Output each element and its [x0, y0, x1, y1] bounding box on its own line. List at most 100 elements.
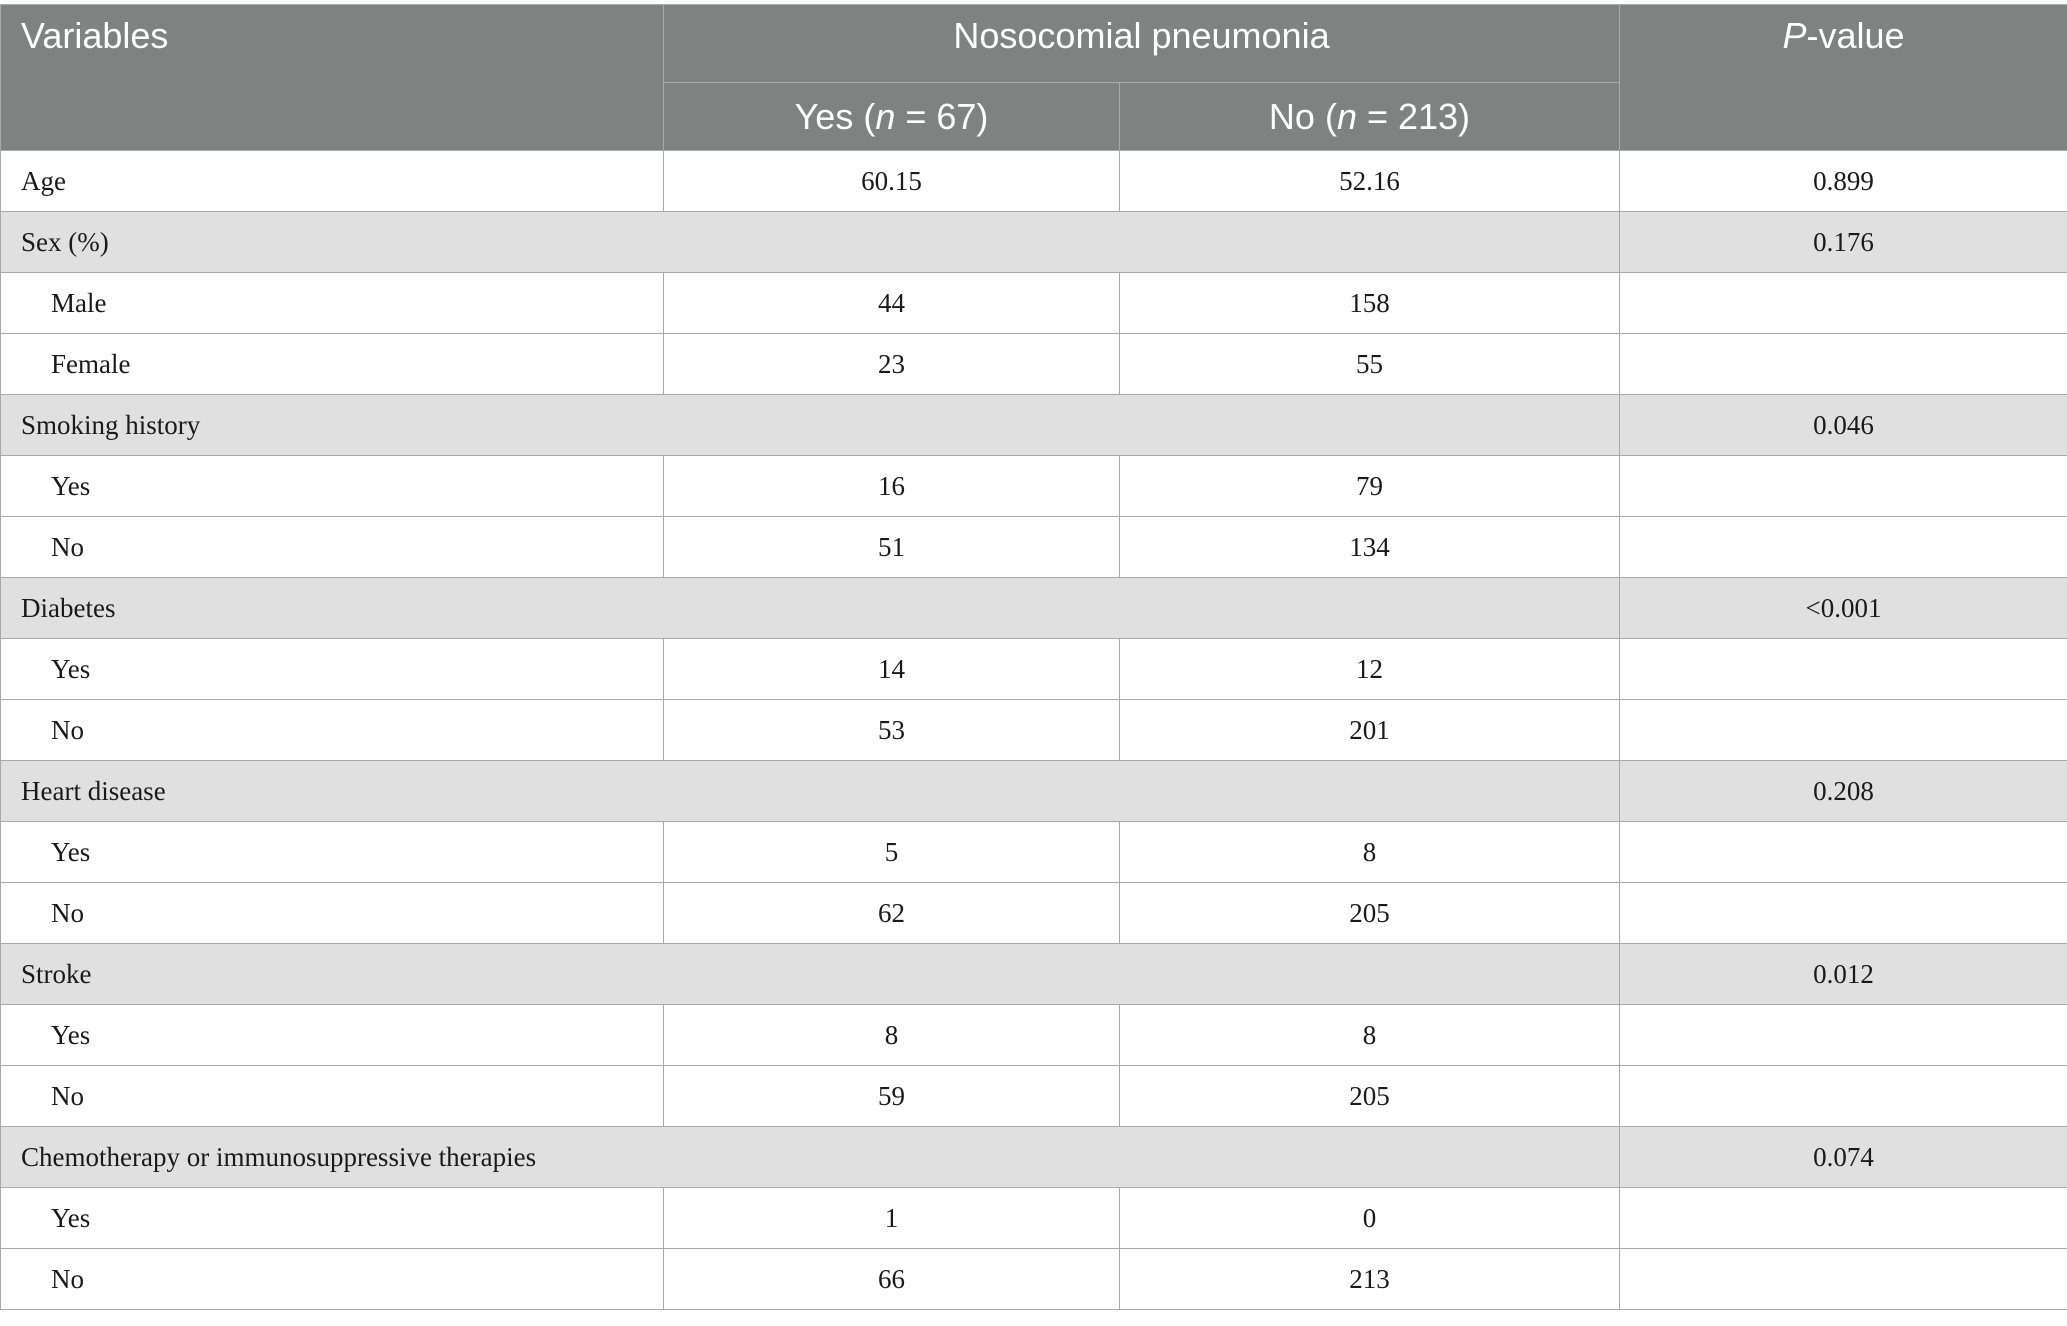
no-value: 79 — [1119, 455, 1620, 517]
p-value: <0.001 — [1619, 577, 2067, 639]
p-value-header-rest: -value — [1806, 15, 1905, 56]
no-header-suffix: = 213) — [1356, 95, 1471, 137]
no-value: 213 — [1119, 1248, 1620, 1310]
yes-value: 8 — [663, 1004, 1120, 1066]
no-value: 8 — [1119, 821, 1620, 883]
no-value: 52.16 — [1119, 150, 1620, 212]
row-label: Male — [0, 272, 664, 334]
p-value — [1619, 1065, 2067, 1127]
category-label: Sex (%) — [0, 211, 1620, 273]
header-row-sub: Yes (n = 67) No (n = 213) — [1, 82, 2067, 151]
no-group-header: No (n = 213) — [1119, 82, 1620, 151]
p-value: 0.176 — [1619, 211, 2067, 273]
yes-value: 53 — [663, 699, 1120, 761]
yes-value: 66 — [663, 1248, 1120, 1310]
p-value — [1619, 1004, 2067, 1066]
table-body: Age 60.15 52.16 0.899 Sex (%) 0.176 Male… — [0, 150, 2067, 1310]
yes-value: 44 — [663, 272, 1120, 334]
no-value: 0 — [1119, 1187, 1620, 1249]
p-value: 0.074 — [1619, 1126, 2067, 1188]
category-label: Stroke — [0, 943, 1620, 1005]
p-value: 0.012 — [1619, 943, 2067, 1005]
table-row: Yes 5 8 — [0, 821, 2067, 883]
category-row: Sex (%) 0.176 — [0, 211, 2067, 273]
table-row: No 51 134 — [0, 516, 2067, 578]
yes-value: 23 — [663, 333, 1120, 395]
yes-value: 1 — [663, 1187, 1120, 1249]
category-row: Heart disease 0.208 — [0, 760, 2067, 822]
yes-value: 14 — [663, 638, 1120, 700]
category-label: Smoking history — [0, 394, 1620, 456]
category-row: Chemotherapy or immunosuppressive therap… — [0, 1126, 2067, 1188]
variables-header: Variables — [0, 4, 664, 151]
no-value: 158 — [1119, 272, 1620, 334]
row-label: Yes — [0, 1004, 664, 1066]
table-row: Male 44 158 — [0, 272, 2067, 334]
no-value: 12 — [1119, 638, 1620, 700]
no-value: 205 — [1119, 882, 1620, 944]
yes-value: 16 — [663, 455, 1120, 517]
yes-group-header: Yes (n = 67) — [663, 82, 1120, 151]
row-label: Age — [0, 150, 664, 212]
row-label: Yes — [0, 821, 664, 883]
no-header-prefix: No ( — [1268, 95, 1337, 137]
p-value — [1619, 882, 2067, 944]
category-row: Diabetes <0.001 — [0, 577, 2067, 639]
p-value: 0.046 — [1619, 394, 2067, 456]
p-value: 0.208 — [1619, 760, 2067, 822]
p-value — [1619, 333, 2067, 395]
category-row: Stroke 0.012 — [0, 943, 2067, 1005]
yes-value: 5 — [663, 821, 1120, 883]
row-label: Female — [0, 333, 664, 395]
no-value: 201 — [1119, 699, 1620, 761]
table-row: No 59 205 — [0, 1065, 2067, 1127]
category-row: Smoking history 0.046 — [0, 394, 2067, 456]
row-label: No — [0, 882, 664, 944]
p-value: 0.899 — [1619, 150, 2067, 212]
p-value — [1619, 1187, 2067, 1249]
yes-value: 60.15 — [663, 150, 1120, 212]
category-label: Chemotherapy or immunosuppressive therap… — [0, 1126, 1620, 1188]
p-value — [1619, 1248, 2067, 1310]
table-row: Yes 8 8 — [0, 1004, 2067, 1066]
table-row: Age 60.15 52.16 0.899 — [0, 150, 2067, 212]
p-value-header-italic: P — [1782, 15, 1807, 56]
yes-value: 51 — [663, 516, 1120, 578]
table-row: No 53 201 — [0, 699, 2067, 761]
yes-header-suffix: = 67) — [895, 95, 989, 137]
nosocomial-pneumonia-header: Nosocomial pneumonia — [663, 4, 1620, 83]
row-label: Yes — [0, 638, 664, 700]
table-row: Yes 1 0 — [0, 1187, 2067, 1249]
yes-header-n: n — [875, 95, 896, 137]
category-label: Diabetes — [0, 577, 1620, 639]
characteristics-table: Variables Nosocomial pneumonia P-value Y… — [0, 4, 2067, 1310]
p-value — [1619, 699, 2067, 761]
table-row: No 62 205 — [0, 882, 2067, 944]
header-row-top: Variables Nosocomial pneumonia P-value — [0, 4, 2067, 151]
p-value-header: P-value — [1619, 4, 2067, 151]
row-label: Yes — [0, 455, 664, 517]
yes-value: 62 — [663, 882, 1120, 944]
table-row: Female 23 55 — [0, 333, 2067, 395]
row-label: Yes — [0, 1187, 664, 1249]
row-label: No — [0, 516, 664, 578]
category-label: Heart disease — [0, 760, 1620, 822]
p-value — [1619, 272, 2067, 334]
p-value — [1619, 821, 2067, 883]
no-value: 8 — [1119, 1004, 1620, 1066]
yes-value: 59 — [663, 1065, 1120, 1127]
no-value: 205 — [1119, 1065, 1620, 1127]
table-row: Yes 14 12 — [0, 638, 2067, 700]
p-value — [1619, 516, 2067, 578]
p-value — [1619, 638, 2067, 700]
row-label: No — [0, 1248, 664, 1310]
table-header: Variables Nosocomial pneumonia P-value Y… — [0, 4, 2067, 151]
p-value — [1619, 455, 2067, 517]
row-label: No — [0, 699, 664, 761]
table-row: No 66 213 — [0, 1248, 2067, 1310]
no-header-n: n — [1336, 95, 1357, 137]
table-row: Yes 16 79 — [0, 455, 2067, 517]
no-value: 134 — [1119, 516, 1620, 578]
yes-header-prefix: Yes ( — [794, 95, 876, 137]
row-label: No — [0, 1065, 664, 1127]
